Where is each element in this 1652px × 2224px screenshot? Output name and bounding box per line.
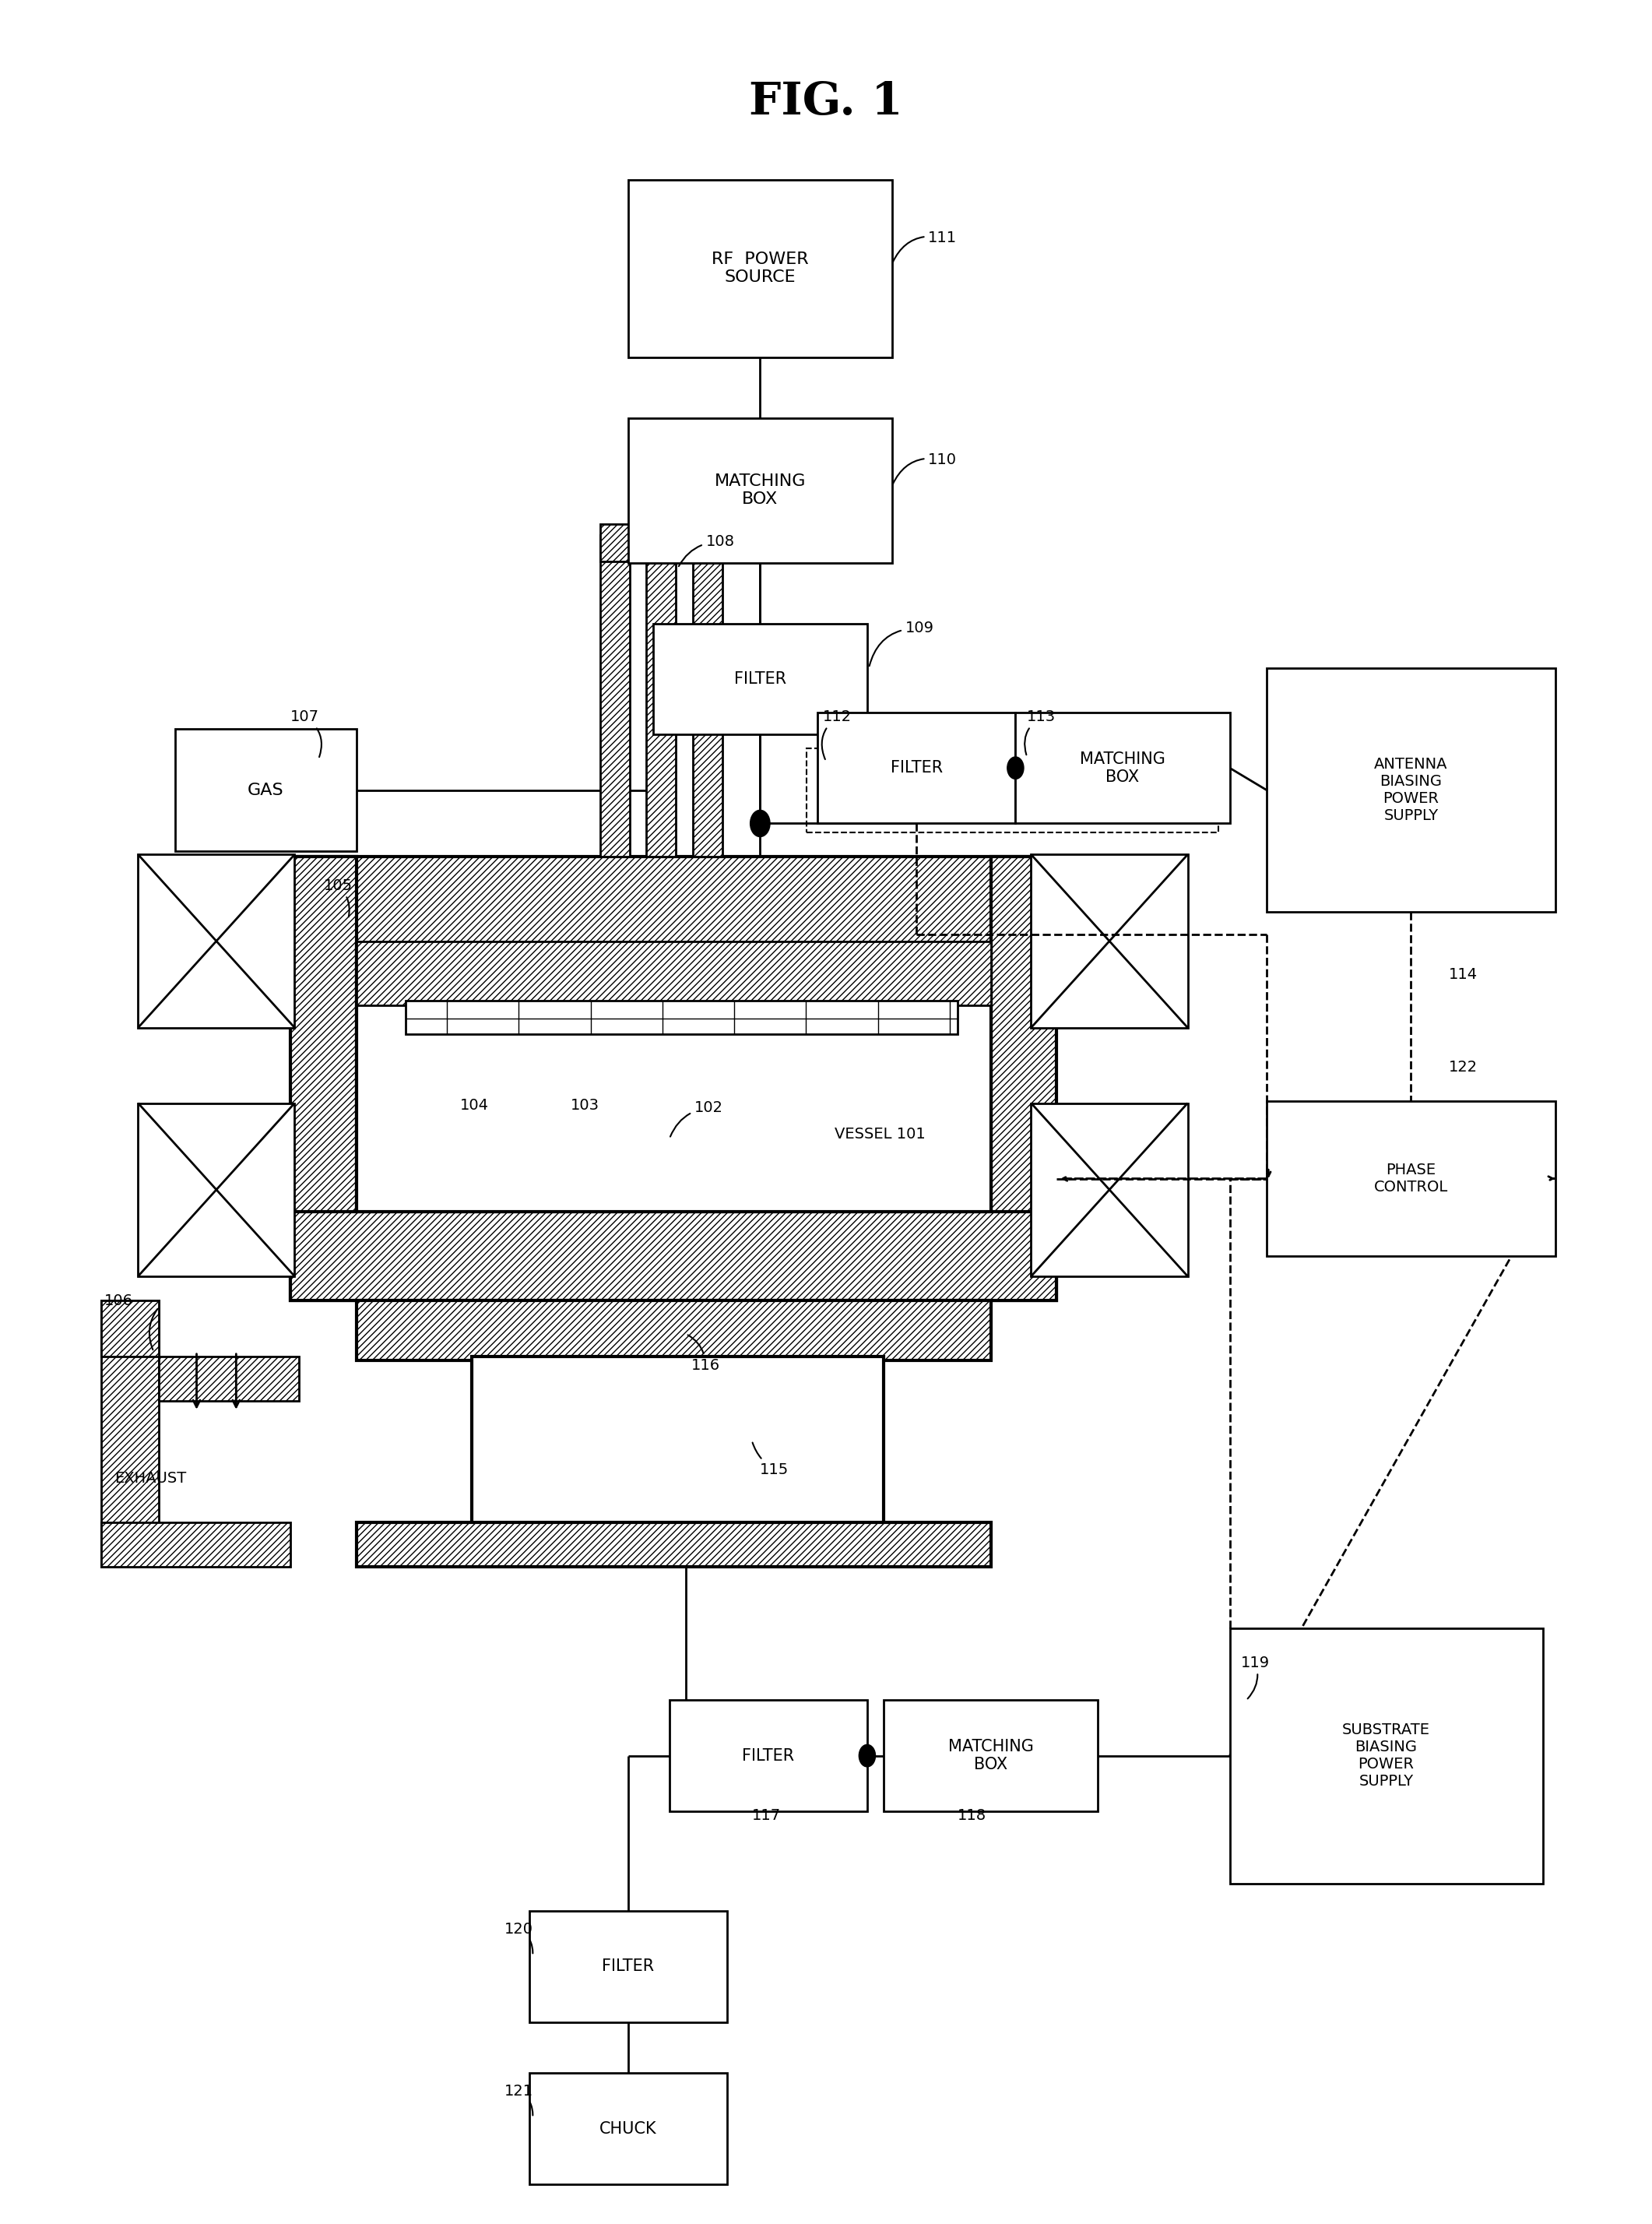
Text: EXHAUST: EXHAUST [114, 1470, 187, 1486]
Bar [991, 856, 1057, 1301]
Text: 109: 109 [869, 620, 933, 665]
Text: 114: 114 [1449, 967, 1479, 981]
Text: 115: 115 [753, 1443, 790, 1477]
Bar [101, 1523, 291, 1568]
Bar [101, 1301, 159, 1357]
Circle shape [1008, 756, 1024, 778]
Text: 103: 103 [570, 1099, 600, 1112]
Text: PHASE
CONTROL: PHASE CONTROL [1374, 1163, 1449, 1194]
Text: 107: 107 [291, 709, 322, 756]
Bar [139, 854, 294, 1027]
Text: 108: 108 [679, 534, 735, 567]
Bar [806, 747, 1218, 832]
Text: 119: 119 [1241, 1655, 1270, 1699]
Text: CHUCK: CHUCK [600, 2122, 657, 2137]
Text: 111: 111 [892, 231, 957, 262]
Text: 116: 116 [687, 1334, 720, 1372]
Text: FILTER: FILTER [733, 672, 786, 687]
Circle shape [859, 1744, 876, 1766]
Bar [406, 1001, 958, 1034]
Text: 105: 105 [324, 878, 352, 916]
Bar [1016, 712, 1229, 823]
Bar [357, 941, 991, 1005]
Text: 104: 104 [461, 1099, 489, 1112]
Bar [529, 2073, 727, 2184]
Bar [529, 1910, 727, 2022]
Bar [357, 1523, 991, 1568]
Bar [628, 418, 892, 563]
Text: 120: 120 [506, 1922, 534, 1953]
Bar [291, 856, 357, 1301]
Text: RF  POWER
SOURCE: RF POWER SOURCE [712, 251, 808, 285]
Circle shape [750, 810, 770, 836]
Bar [101, 1301, 159, 1568]
Bar [472, 1357, 884, 1546]
Text: 117: 117 [752, 1808, 781, 1824]
Text: GAS: GAS [248, 783, 284, 798]
Bar [1267, 667, 1555, 912]
Text: MATCHING
BOX: MATCHING BOX [948, 1739, 1034, 1773]
Text: 112: 112 [821, 709, 852, 758]
Text: 102: 102 [671, 1101, 724, 1136]
Bar [692, 536, 722, 856]
Bar [291, 1212, 1057, 1301]
Text: 113: 113 [1024, 709, 1056, 754]
Text: ANTENNA
BIASING
POWER
SUPPLY: ANTENNA BIASING POWER SUPPLY [1374, 756, 1447, 823]
Text: VESSEL 101: VESSEL 101 [834, 1128, 925, 1141]
Text: 121: 121 [506, 2084, 534, 2115]
Text: 122: 122 [1449, 1061, 1479, 1074]
Text: 118: 118 [958, 1808, 986, 1824]
Text: MATCHING
BOX: MATCHING BOX [714, 474, 806, 507]
Text: FIG. 1: FIG. 1 [748, 80, 904, 125]
Bar [357, 945, 991, 1212]
Text: MATCHING
BOX: MATCHING BOX [1080, 752, 1165, 785]
Bar [1267, 1101, 1555, 1257]
Text: FILTER: FILTER [601, 1959, 654, 1975]
Bar [1229, 1628, 1543, 1884]
Bar [139, 1103, 294, 1277]
Bar [653, 623, 867, 734]
Text: SUBSTRATE
BIASING
POWER
SUPPLY: SUBSTRATE BIASING POWER SUPPLY [1341, 1724, 1431, 1788]
Bar [818, 712, 1016, 823]
Text: 106: 106 [104, 1294, 134, 1308]
Bar [669, 1699, 867, 1810]
Text: 110: 110 [892, 451, 957, 485]
Bar [357, 1301, 991, 1361]
Bar [1031, 1103, 1188, 1277]
Text: FILTER: FILTER [742, 1748, 795, 1764]
Bar [175, 729, 357, 852]
Bar [600, 536, 629, 856]
Bar [884, 1699, 1099, 1810]
Bar [1031, 854, 1188, 1027]
Bar [159, 1357, 299, 1401]
Text: FILTER: FILTER [890, 761, 943, 776]
Bar [600, 525, 722, 560]
Bar [628, 180, 892, 358]
Bar [646, 536, 676, 856]
Bar [291, 856, 1057, 945]
